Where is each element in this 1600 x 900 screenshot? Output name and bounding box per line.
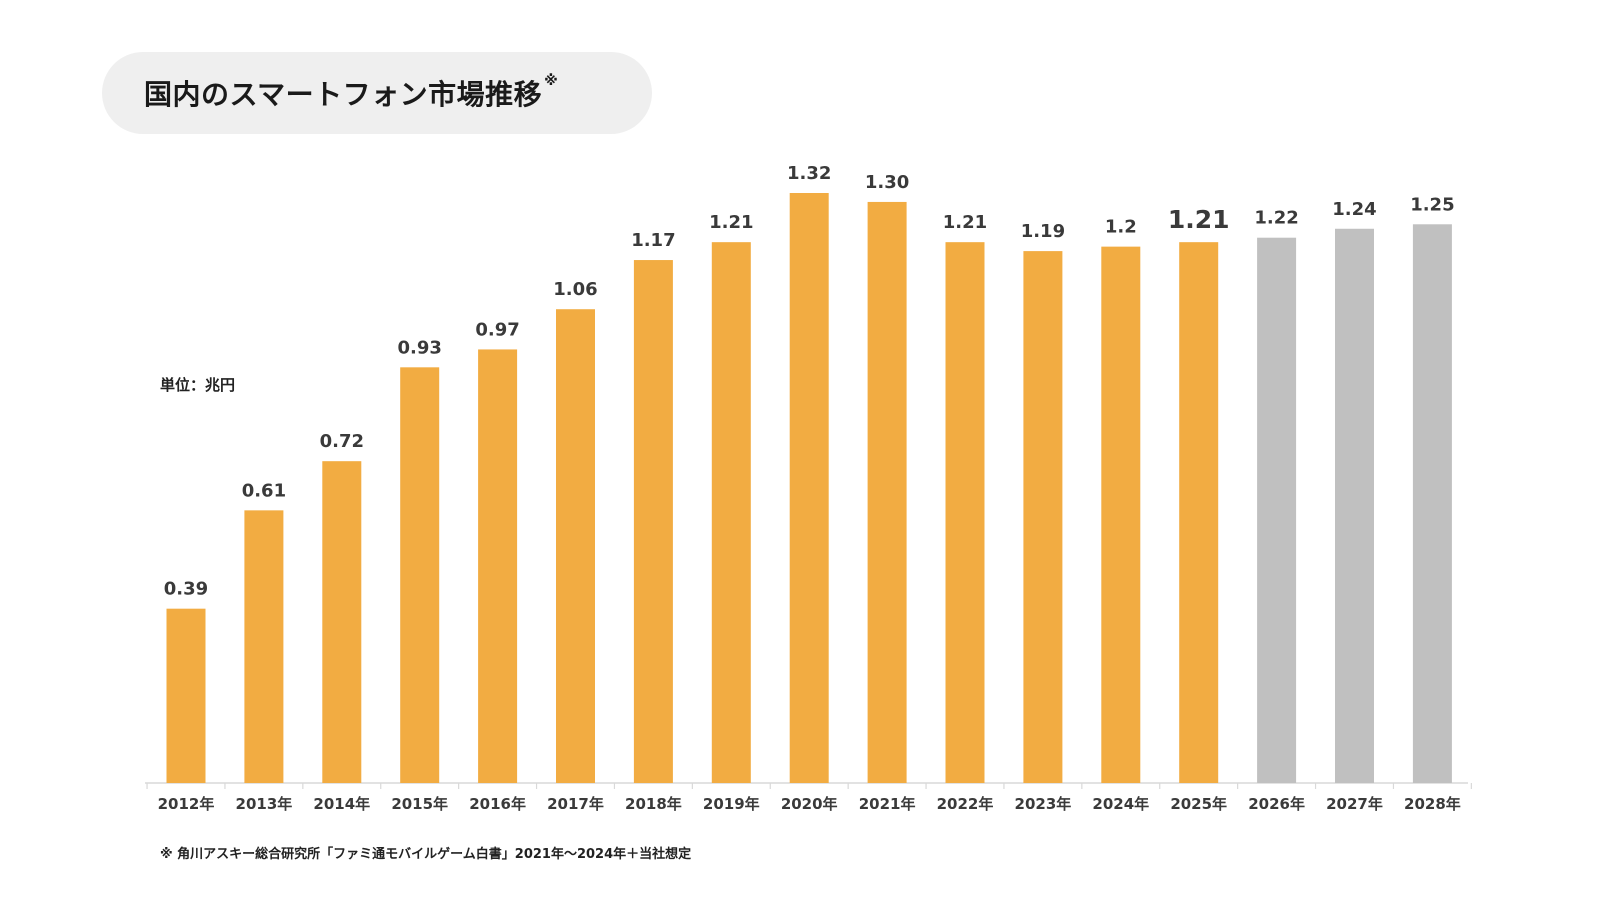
unit-label: 単位：兆円	[160, 376, 236, 394]
x-tick-label: 2020年	[781, 795, 838, 813]
data-label: 1.21	[709, 212, 753, 233]
x-tick-label: 2023年	[1015, 795, 1072, 813]
title-footnote-mark: ※	[544, 73, 558, 89]
x-tick-label: 2022年	[937, 795, 994, 813]
x-tick-label: 2014年	[313, 795, 370, 813]
bar-2017年	[556, 309, 595, 783]
x-tick-label: 2026年	[1248, 795, 1305, 813]
source-footnote: ※ 角川アスキー総合研究所「ファミ通モバイルゲーム白書」2021年〜2024年＋…	[160, 847, 692, 862]
bar-2022年	[945, 242, 985, 783]
data-label: 1.21	[943, 212, 987, 233]
x-tick-label: 2018年	[625, 795, 682, 813]
bar-2024年	[1101, 246, 1141, 784]
title-pill: 国内のスマートフォン市場推移 ※	[102, 52, 652, 134]
data-label: 1.30	[865, 172, 909, 193]
x-tick-label: 2012年	[158, 795, 215, 813]
bar-2021年	[867, 201, 907, 783]
data-label: 1.24	[1332, 199, 1376, 220]
bar-2014年	[322, 461, 362, 783]
x-tick-label: 2015年	[391, 795, 448, 813]
x-tick-label: 2016年	[469, 795, 526, 813]
data-label: 1.2	[1105, 217, 1137, 238]
x-tick-label: 2024年	[1092, 795, 1149, 813]
data-label: 1.19	[1021, 221, 1065, 242]
x-tick-label: 2021年	[859, 795, 916, 813]
data-label: 1.25	[1410, 194, 1454, 215]
bar-2025年	[1179, 242, 1219, 783]
data-label: 0.61	[242, 480, 286, 501]
bar-2020年	[789, 193, 829, 783]
bar-2028年	[1412, 224, 1452, 784]
bar-2013年	[244, 510, 284, 783]
bar-2019年	[711, 242, 751, 783]
data-label: 0.39	[164, 579, 208, 600]
data-label: 1.22	[1254, 208, 1298, 229]
x-tick-label: 2025年	[1170, 795, 1227, 813]
x-tick-label: 2019年	[703, 795, 760, 813]
x-tick-label: 2027年	[1326, 795, 1383, 813]
x-tick-label: 2028年	[1404, 795, 1461, 813]
bar-2026年	[1257, 237, 1297, 784]
data-label: 1.21	[1168, 205, 1230, 234]
data-label: 0.97	[475, 319, 519, 340]
data-label: 1.06	[553, 279, 597, 300]
bar-2023年	[1023, 251, 1063, 783]
bar-2027年	[1335, 228, 1374, 783]
bar-2018年	[633, 260, 673, 784]
data-label: 0.72	[320, 431, 364, 452]
x-tick-label: 2013年	[236, 795, 293, 813]
bar-2012年	[166, 608, 206, 783]
x-tick-label: 2017年	[547, 795, 604, 813]
data-label: 1.17	[631, 230, 675, 251]
data-label: 0.93	[397, 337, 441, 358]
bar-2016年	[478, 349, 518, 783]
bar-2015年	[400, 367, 440, 783]
data-label: 1.32	[787, 163, 831, 184]
chart-title: 国内のスマートフォン市場推移	[144, 78, 543, 111]
